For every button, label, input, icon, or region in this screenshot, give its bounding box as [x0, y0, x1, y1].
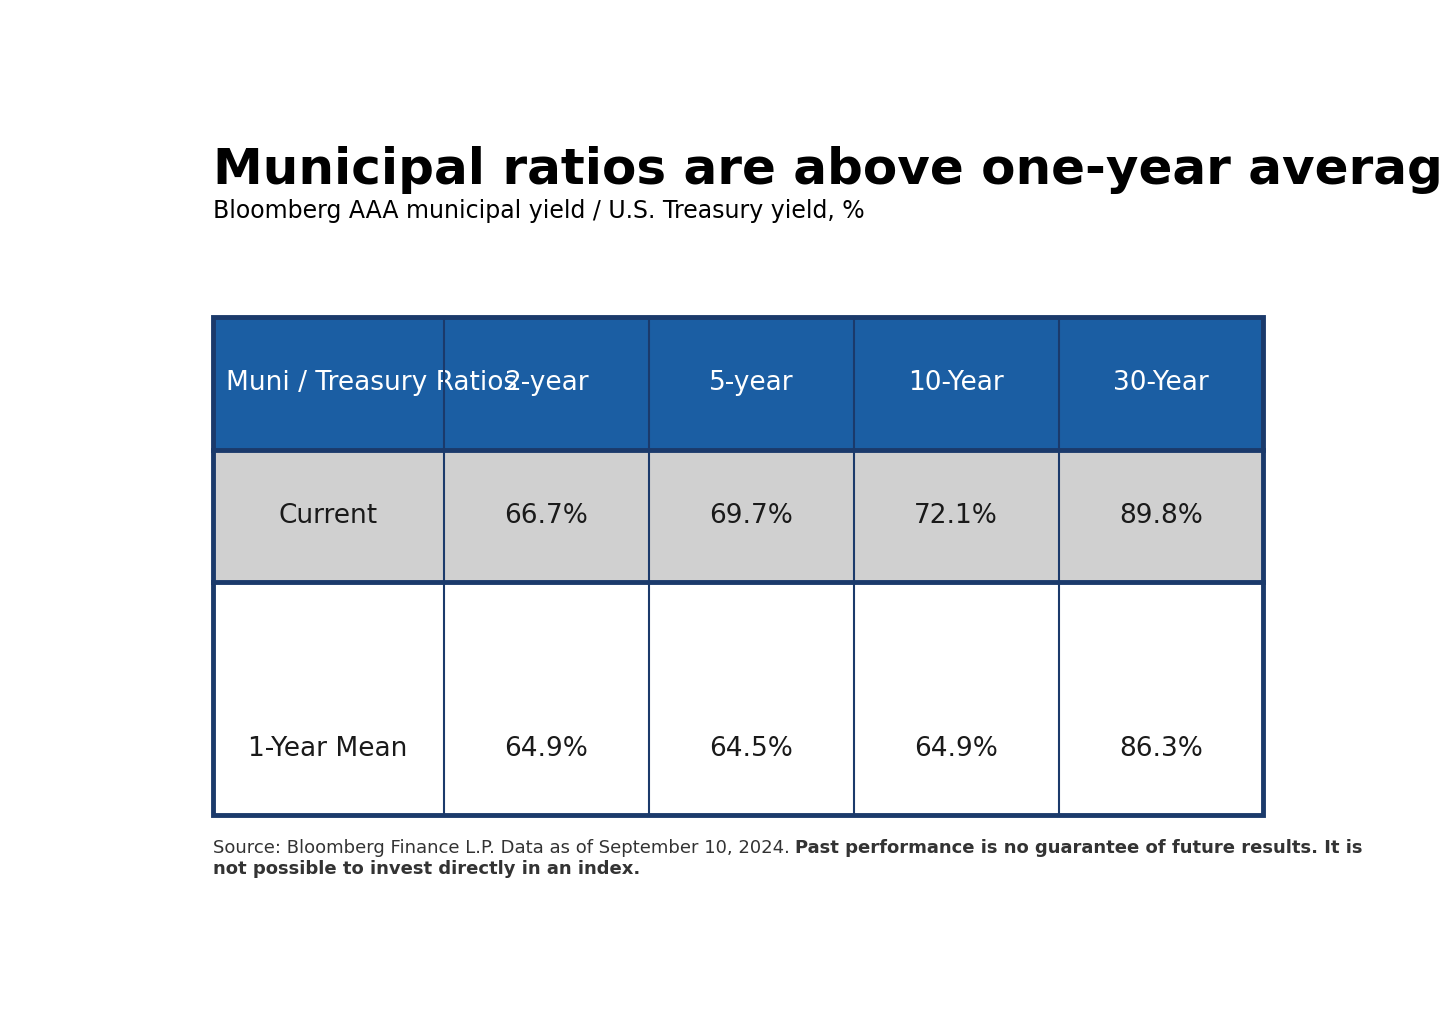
Bar — [213, 317, 1263, 815]
Text: 10-Year: 10-Year — [909, 371, 1004, 397]
Bar — [444, 317, 648, 449]
Text: 89.8%: 89.8% — [1119, 503, 1202, 529]
Text: 2-year: 2-year — [504, 371, 589, 397]
Text: 64.5%: 64.5% — [708, 735, 793, 761]
Text: 1-Year Mean: 1-Year Mean — [249, 735, 408, 761]
Text: 64.9%: 64.9% — [914, 735, 998, 761]
Text: Past performance is no guarantee of future results. It is: Past performance is no guarantee of futu… — [795, 839, 1362, 856]
Text: 66.7%: 66.7% — [504, 503, 588, 529]
Text: Muni / Treasury Ratios: Muni / Treasury Ratios — [226, 371, 518, 397]
Bar — [648, 449, 854, 583]
Text: Bloomberg AAA municipal yield / U.S. Treasury yield, %: Bloomberg AAA municipal yield / U.S. Tre… — [213, 199, 864, 223]
Bar — [854, 317, 1058, 449]
Bar — [1058, 449, 1263, 583]
Bar — [213, 449, 444, 583]
Bar — [444, 682, 648, 815]
Bar — [213, 317, 444, 449]
Bar — [1058, 682, 1263, 815]
Text: 72.1%: 72.1% — [914, 503, 998, 529]
Text: 30-Year: 30-Year — [1113, 371, 1208, 397]
Bar — [854, 449, 1058, 583]
Text: not possible to invest directly in an index.: not possible to invest directly in an in… — [213, 859, 639, 878]
Text: Source: Bloomberg Finance L.P. Data as of September 10, 2024.: Source: Bloomberg Finance L.P. Data as o… — [213, 839, 795, 856]
Text: Current: Current — [278, 503, 377, 529]
Text: 86.3%: 86.3% — [1119, 735, 1202, 761]
Text: Municipal ratios are above one-year averages: Municipal ratios are above one-year aver… — [213, 146, 1440, 193]
Bar — [444, 449, 648, 583]
Bar — [854, 682, 1058, 815]
Text: 69.7%: 69.7% — [708, 503, 793, 529]
Bar — [648, 682, 854, 815]
Bar — [213, 682, 444, 815]
Bar — [1058, 317, 1263, 449]
Text: 64.9%: 64.9% — [504, 735, 588, 761]
Text: 5-year: 5-year — [708, 371, 793, 397]
Bar — [648, 317, 854, 449]
